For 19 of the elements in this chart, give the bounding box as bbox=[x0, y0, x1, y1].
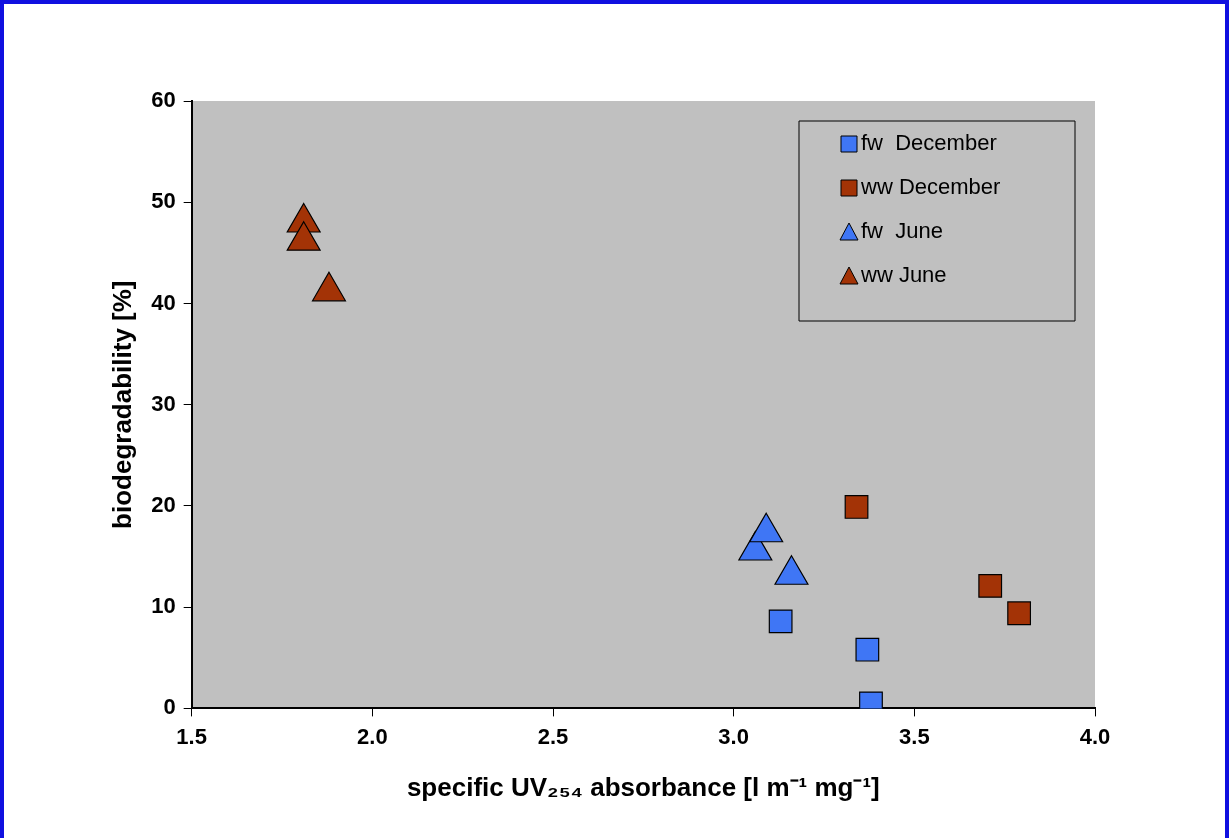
x-tick-label: 3.0 bbox=[718, 723, 749, 749]
y-tick-label: 60 bbox=[151, 87, 176, 113]
x-axis-title: specific UV₂₅₄ absorbance [l m⁻¹ mg⁻¹] bbox=[406, 771, 880, 802]
y-tick-label: 0 bbox=[163, 694, 176, 720]
y-tick-label: 20 bbox=[151, 492, 176, 517]
legend-label: ww December bbox=[860, 174, 1001, 200]
legend-label: ww June bbox=[860, 262, 947, 288]
legend-label: fw June bbox=[861, 218, 943, 244]
x-tick-label: 1.5 bbox=[176, 723, 207, 749]
y-tick-label: 50 bbox=[151, 188, 176, 214]
x-tick-label: 2.0 bbox=[357, 723, 388, 749]
x-tick-label: 2.5 bbox=[537, 723, 569, 749]
x-tick-label: 3.5 bbox=[899, 723, 930, 749]
legend-label: fw December bbox=[861, 130, 997, 156]
y-tick-label: 40 bbox=[151, 289, 176, 315]
y-tick-label: 30 bbox=[151, 390, 176, 416]
y-tick-label: 10 bbox=[151, 593, 176, 619]
y-axis-title: biodegradability [%] bbox=[106, 280, 137, 529]
x-tick-label: 4.0 bbox=[1079, 723, 1111, 749]
